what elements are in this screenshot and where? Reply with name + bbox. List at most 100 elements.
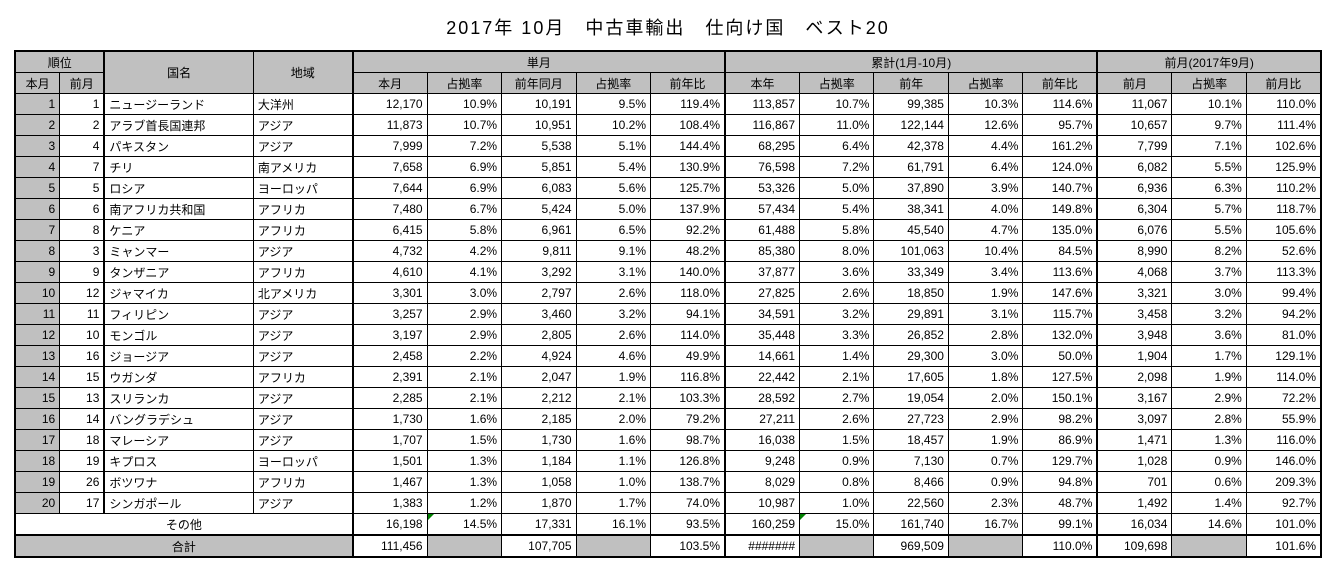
cell: 1,058 [502,472,576,493]
cell: 9,811 [502,241,576,262]
cell: 49.9% [651,346,726,367]
cell: 4.4% [948,136,1022,157]
cell: 8.2% [1172,241,1246,262]
region-name: アジア [253,241,352,262]
cell: 3.2% [1172,304,1246,325]
rank-prev: 26 [60,472,105,493]
cell: 2.1% [427,388,501,409]
cell: 5.1% [576,136,650,157]
cell: 3.2% [800,304,874,325]
cell: 114.0% [1246,367,1321,388]
cell: 4.6% [576,346,650,367]
cell: 4.1% [427,262,501,283]
table-row: 1926ボツワナアフリカ1,4671.3%1,0581.0%138.7%8,02… [15,472,1321,493]
hdr-s-py: 前年同月 [502,73,576,94]
cell: 6,936 [1097,178,1171,199]
rank-this: 12 [15,325,60,346]
cell: 17,605 [874,367,948,388]
table-row: 47チリ南アメリカ7,6586.9%5,8515.4%130.9%76,5987… [15,157,1321,178]
cell: 7,480 [353,199,427,220]
cell: 6.4% [800,136,874,157]
hdr-s-share: 占拠率 [427,73,501,94]
cell: 6,082 [1097,157,1171,178]
rank-prev: 9 [60,262,105,283]
cell: 118.7% [1246,199,1321,220]
cell: 29,891 [874,304,948,325]
region-name: アジア [253,325,352,346]
cell: 6.4% [948,157,1022,178]
cell: 4,732 [353,241,427,262]
cell: 14,661 [725,346,799,367]
cell: 55.9% [1246,409,1321,430]
cell: 33,349 [874,262,948,283]
cell: 12.6% [948,115,1022,136]
cell: 146.0% [1246,451,1321,472]
cell: 10.7% [427,115,501,136]
cell: 92.7% [1246,493,1321,514]
cell: 6.5% [576,220,650,241]
cell: 124.0% [1023,157,1098,178]
rank-this: 10 [15,283,60,304]
cell: 1.9% [1172,367,1246,388]
cell: 5,538 [502,136,576,157]
cell: 7,130 [874,451,948,472]
cell: 3.1% [948,304,1022,325]
cell: 103.5% [651,535,726,557]
cell: 68,295 [725,136,799,157]
country-name: フィリピン [104,304,253,325]
cell: 2.1% [800,367,874,388]
rank-this: 5 [15,178,60,199]
cell: 2.2% [427,346,501,367]
table-row: 34パキスタンアジア7,9997.2%5,5385.1%144.4%68,295… [15,136,1321,157]
cell: 27,825 [725,283,799,304]
table-row: 99タンザニアアフリカ4,6104.1%3,2923.1%140.0%37,87… [15,262,1321,283]
hdr-cum: 累計(1月-10月) [725,51,1097,73]
cell: 15.0% [800,514,874,536]
total-label: 合計 [15,535,353,557]
cell: 3,948 [1097,325,1171,346]
rank-this: 13 [15,346,60,367]
cell: 16,034 [1097,514,1171,536]
rank-this: 8 [15,241,60,262]
ranking-table: 順位 国名 地域 単月 累計(1月-10月) 前月(2017年9月) 本月 前月… [14,50,1322,558]
hdr-pm-s: 占拠率 [1172,73,1246,94]
cell: 27,211 [725,409,799,430]
cell: 2.6% [576,283,650,304]
cell: 18,850 [874,283,948,304]
country-name: マレーシア [104,430,253,451]
cell: 3.3% [800,325,874,346]
cell: 1.6% [427,409,501,430]
cell: 209.3% [1246,472,1321,493]
cell: 1,467 [353,472,427,493]
cell: 2.1% [576,388,650,409]
cell: 10.9% [427,94,501,115]
cell [1172,535,1246,557]
cell: 3.0% [948,346,1022,367]
cell: 4.7% [948,220,1022,241]
region-name: 大洋州 [253,94,352,115]
cell: 113.3% [1246,262,1321,283]
rank-this: 18 [15,451,60,472]
cell: 1.0% [800,493,874,514]
cell: 16,198 [353,514,427,536]
cell: 0.9% [948,472,1022,493]
cell: 12,170 [353,94,427,115]
cell: 110.0% [1023,535,1098,557]
region-name: アフリカ [253,472,352,493]
table-header: 順位 国名 地域 単月 累計(1月-10月) 前月(2017年9月) 本月 前月… [15,51,1321,94]
cell: 101.0% [1246,514,1321,536]
country-name: ミャンマー [104,241,253,262]
hdr-rank-this: 本月 [15,73,60,94]
table-row: 1111フィリピンアジア3,2572.9%3,4603.2%94.1%34,59… [15,304,1321,325]
cell: 161.2% [1023,136,1098,157]
cell: 2.9% [1172,388,1246,409]
country-name: バングラデシュ [104,409,253,430]
cell: 2,805 [502,325,576,346]
cell: 138.7% [651,472,726,493]
cell: 126.8% [651,451,726,472]
cell: 107,705 [502,535,576,557]
cell: 4,610 [353,262,427,283]
hdr-s-this: 本月 [353,73,427,94]
cell: 110.2% [1246,178,1321,199]
cell: 2,185 [502,409,576,430]
